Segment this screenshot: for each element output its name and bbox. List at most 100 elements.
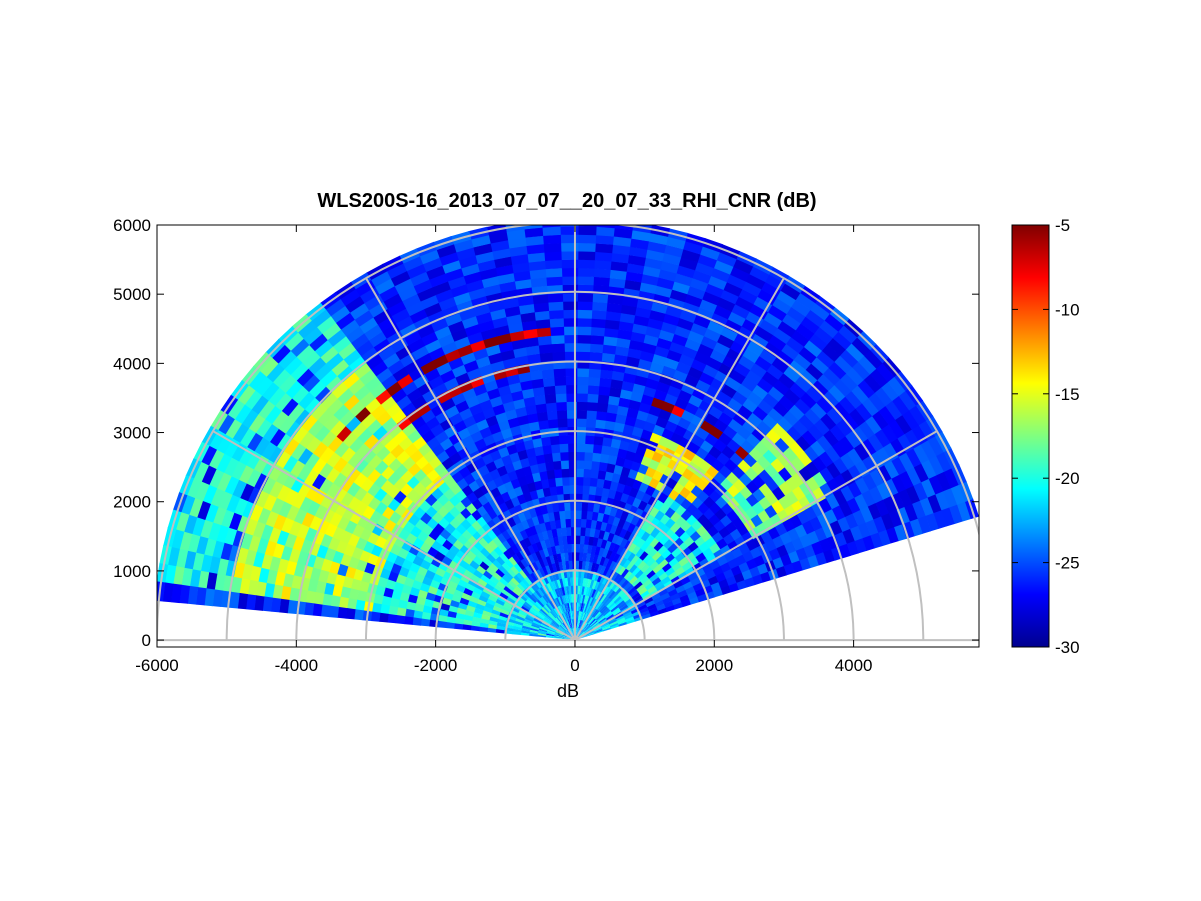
cnr-cell (543, 453, 554, 463)
cnr-cell (529, 463, 540, 475)
cnr-cell (526, 597, 536, 605)
cnr-cell (622, 458, 634, 470)
cnr-cell (329, 420, 346, 438)
cnr-cell (826, 461, 842, 479)
cnr-cell (577, 585, 581, 595)
cnr-cell (640, 520, 651, 532)
cnr-cell (218, 491, 233, 511)
cnr-cell (541, 607, 549, 615)
cnr-cell (512, 270, 531, 282)
cnr-cell (372, 425, 388, 441)
cnr-cell (589, 335, 605, 345)
cnr-cell (750, 333, 769, 350)
cnr-cell (283, 488, 299, 506)
cnr-cell (669, 432, 684, 445)
cnr-cell (402, 256, 424, 272)
cnr-cell (538, 626, 548, 632)
cnr-cell (727, 311, 746, 327)
cnr-cell (302, 327, 323, 346)
cnr-cell (194, 481, 210, 502)
cnr-cell (171, 583, 182, 604)
cnr-cell (272, 514, 287, 532)
cnr-cell (597, 470, 607, 480)
cnr-cell (204, 588, 215, 607)
cnr-cell (345, 326, 365, 344)
cnr-cell (686, 441, 701, 455)
cnr-cell (383, 587, 394, 599)
cnr-cell (833, 378, 852, 397)
cnr-cell (561, 586, 566, 596)
cnr-cell (554, 393, 567, 403)
cnr-cell (593, 626, 602, 632)
cnr-cell (554, 632, 564, 637)
cnr-cell (609, 620, 618, 626)
cnr-cell (247, 487, 262, 506)
cnr-cell (593, 611, 601, 619)
cnr-cell (469, 560, 480, 570)
cnr-cell (560, 460, 569, 470)
cnr-cell (591, 598, 597, 607)
cnr-cell (557, 627, 566, 633)
cnr-cell (433, 325, 452, 340)
cnr-cell (928, 454, 945, 476)
cnr-cell (413, 610, 423, 619)
cnr-cell (535, 454, 546, 465)
cnr-cell (553, 597, 560, 607)
cnr-cell (591, 580, 597, 590)
cnr-cell (605, 302, 623, 314)
cnr-cell (332, 584, 343, 598)
cnr-cell (626, 572, 636, 582)
cnr-cell (799, 557, 812, 571)
cnr-cell (849, 524, 863, 541)
cnr-cell (775, 350, 794, 367)
cnr-cell (680, 381, 696, 395)
cnr-cell (545, 555, 552, 566)
cnr-cell (585, 627, 593, 633)
cnr-cell (615, 535, 624, 546)
chart-title: WLS200S-16_2013_07_07__20_07_33_RHI_CNR … (317, 190, 816, 212)
cnr-cell (768, 443, 784, 459)
cnr-cell (460, 263, 480, 277)
cnr-cell (463, 324, 481, 337)
cnr-cell (412, 316, 432, 332)
cnr-cell (324, 523, 338, 538)
cnr-cell (530, 593, 539, 602)
cnr-cell (257, 507, 271, 526)
cnr-cell (695, 446, 709, 460)
cnr-cell (563, 543, 569, 553)
cnr-cell (206, 572, 218, 591)
cnr-cell (216, 472, 232, 493)
cnr-cell (760, 571, 772, 583)
cnr-cell (651, 576, 662, 586)
cnr-cell (440, 603, 451, 612)
cnr-cell (506, 596, 516, 605)
cnr-cell (692, 314, 711, 329)
cnr-cell (326, 571, 338, 586)
cnr-cell (695, 587, 706, 597)
cnr-cell (307, 420, 324, 438)
cnr-cell (599, 369, 613, 380)
cnr-cell (497, 543, 508, 554)
cnr-cell (912, 443, 930, 464)
cnr-cell (567, 611, 571, 620)
cnr-cell (529, 277, 548, 288)
cnr-cell (480, 590, 491, 599)
cnr-cell (621, 296, 639, 308)
cnr-cell (483, 543, 494, 554)
cnr-cell (548, 581, 555, 591)
cnr-cell (510, 338, 526, 350)
cnr-cell (173, 566, 185, 586)
cnr-cell (321, 322, 341, 341)
cnr-cell (350, 333, 369, 351)
cnr-cell (533, 395, 546, 406)
cnr-cell (438, 614, 448, 623)
cnr-cell (425, 416, 440, 431)
cnr-cell (630, 229, 651, 242)
cnr-cell (555, 597, 561, 606)
cnr-cell (495, 629, 505, 634)
cnr-cell (391, 366, 409, 383)
cnr-cell (846, 447, 863, 466)
cnr-cell (492, 572, 502, 582)
cnr-cell (772, 327, 792, 344)
cnr-cell (237, 592, 248, 610)
